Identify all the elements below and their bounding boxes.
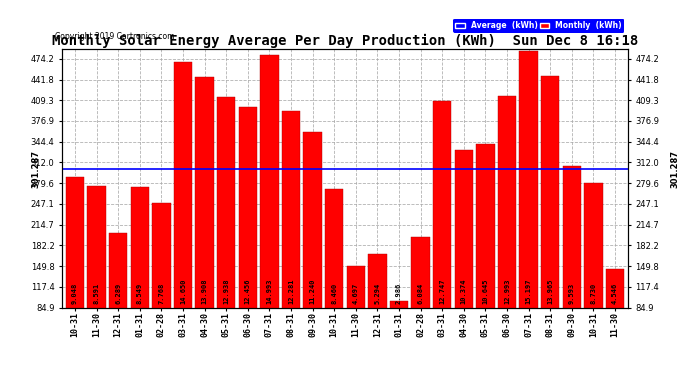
Bar (346, 266, 365, 362)
Bar (476, 144, 495, 362)
Text: 301.287: 301.287 (32, 150, 41, 188)
Text: 12.938: 12.938 (224, 279, 229, 304)
Text: 12.456: 12.456 (245, 279, 251, 304)
Text: Copyright 2019 Cartronics.com: Copyright 2019 Cartronics.com (55, 32, 175, 41)
Text: 4.546: 4.546 (612, 283, 618, 304)
Text: 10.645: 10.645 (482, 279, 489, 304)
Text: 8.460: 8.460 (331, 283, 337, 304)
Bar (304, 132, 322, 362)
Text: 5.294: 5.294 (375, 283, 380, 304)
Bar (368, 254, 386, 362)
Text: 12.281: 12.281 (288, 279, 294, 304)
Bar (239, 107, 257, 362)
Text: 6.289: 6.289 (115, 283, 121, 304)
Bar (455, 150, 473, 362)
Text: 10.374: 10.374 (461, 279, 466, 304)
Bar (433, 101, 451, 362)
Bar (66, 177, 84, 362)
Bar (520, 51, 538, 362)
Bar (606, 269, 624, 362)
Text: 13.908: 13.908 (201, 279, 208, 304)
Text: 7.768: 7.768 (159, 283, 164, 304)
Bar (217, 97, 235, 362)
Text: 2.986: 2.986 (396, 283, 402, 304)
Text: 14.650: 14.650 (180, 279, 186, 304)
Text: 6.084: 6.084 (417, 283, 424, 304)
Text: 11.240: 11.240 (310, 279, 315, 304)
Bar (88, 186, 106, 362)
Bar (130, 187, 149, 362)
Bar (541, 76, 560, 362)
Text: 13.965: 13.965 (547, 279, 553, 304)
Bar (562, 166, 581, 362)
Text: 15.197: 15.197 (526, 279, 531, 304)
Text: 9.593: 9.593 (569, 283, 575, 304)
Text: 14.993: 14.993 (266, 279, 273, 304)
Text: 8.591: 8.591 (94, 283, 99, 304)
Bar (390, 301, 408, 362)
Bar (411, 237, 430, 362)
Bar (282, 111, 300, 362)
Legend: Average  (kWh), Monthly  (kWh): Average (kWh), Monthly (kWh) (453, 19, 624, 33)
Text: 8.549: 8.549 (137, 283, 143, 304)
Bar (109, 233, 128, 362)
Text: 8.730: 8.730 (591, 283, 596, 304)
Bar (260, 55, 279, 362)
Text: 4.697: 4.697 (353, 283, 359, 304)
Text: 301.287: 301.287 (671, 150, 680, 188)
Bar (325, 189, 344, 362)
Text: 12.993: 12.993 (504, 279, 510, 304)
Text: 9.048: 9.048 (72, 283, 78, 304)
Bar (584, 183, 602, 362)
Title: Monthly Solar Energy Average Per Day Production (KWh)  Sun Dec 8 16:18: Monthly Solar Energy Average Per Day Pro… (52, 33, 638, 48)
Text: 12.747: 12.747 (439, 279, 445, 304)
Bar (174, 62, 193, 362)
Bar (152, 203, 170, 362)
Bar (497, 96, 516, 362)
Bar (195, 78, 214, 362)
